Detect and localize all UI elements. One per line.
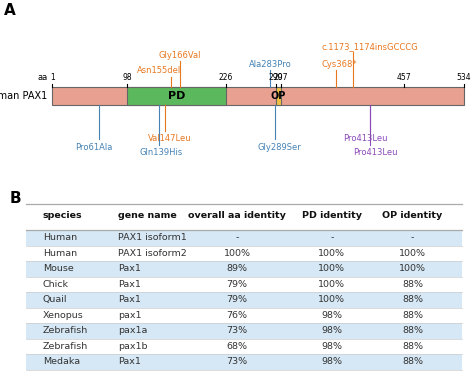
Text: 290: 290 <box>268 73 283 83</box>
Text: 88%: 88% <box>402 295 423 304</box>
Text: Human PAX1: Human PAX1 <box>0 91 47 101</box>
Text: Chick: Chick <box>43 280 69 289</box>
Text: Xenopus: Xenopus <box>43 311 83 320</box>
Text: Pro413Leu: Pro413Leu <box>343 134 388 143</box>
Text: 98%: 98% <box>321 342 342 351</box>
Text: -: - <box>330 233 334 242</box>
Text: Zebrafish: Zebrafish <box>43 342 88 351</box>
Text: Pax1: Pax1 <box>118 280 141 289</box>
Text: Pro61Ala: Pro61Ala <box>75 143 112 152</box>
Text: 100%: 100% <box>399 264 426 273</box>
Text: pax1b: pax1b <box>118 342 148 351</box>
Text: Human: Human <box>43 233 77 242</box>
Text: PAX1 isoform2: PAX1 isoform2 <box>118 249 187 258</box>
Text: Gln139His: Gln139His <box>139 148 182 157</box>
Bar <box>26 307 462 323</box>
Text: PAX1 isoform1: PAX1 isoform1 <box>118 233 187 242</box>
Text: OP identity: OP identity <box>382 211 443 220</box>
Text: Pax1: Pax1 <box>118 264 141 273</box>
Text: 534: 534 <box>456 73 471 83</box>
Text: OP: OP <box>271 91 286 101</box>
Text: 100%: 100% <box>319 264 345 273</box>
Bar <box>26 245 462 261</box>
Text: 98%: 98% <box>321 311 342 320</box>
Text: 76%: 76% <box>227 311 247 320</box>
Text: 73%: 73% <box>227 327 247 335</box>
Bar <box>128 88 226 105</box>
Text: A: A <box>4 3 16 18</box>
Bar <box>26 277 462 292</box>
Text: 98%: 98% <box>321 358 342 367</box>
Bar <box>275 88 281 105</box>
Text: pax1a: pax1a <box>118 327 148 335</box>
Text: Pax1: Pax1 <box>118 358 141 367</box>
Text: aa: aa <box>37 73 47 83</box>
Text: gene name: gene name <box>118 211 177 220</box>
Bar <box>26 354 462 370</box>
Text: Human: Human <box>43 249 77 258</box>
Text: -: - <box>235 233 239 242</box>
Bar <box>53 88 464 105</box>
Text: Ala283Pro: Ala283Pro <box>249 59 292 68</box>
Text: Pro413Leu: Pro413Leu <box>353 148 398 157</box>
Text: 100%: 100% <box>319 280 345 289</box>
Bar <box>26 292 462 307</box>
Text: 1: 1 <box>50 73 55 83</box>
Text: overall aa identity: overall aa identity <box>188 211 286 220</box>
Text: species: species <box>43 211 82 220</box>
Text: B: B <box>9 191 21 206</box>
Text: PD: PD <box>168 91 185 101</box>
Text: Pax1: Pax1 <box>118 295 141 304</box>
Bar <box>26 261 462 277</box>
Bar <box>26 339 462 354</box>
Text: Zebrafish: Zebrafish <box>43 327 88 335</box>
Bar <box>26 323 462 339</box>
Text: -: - <box>410 233 414 242</box>
Text: Gly166Val: Gly166Val <box>159 51 201 60</box>
Text: 79%: 79% <box>227 280 247 289</box>
Text: Quail: Quail <box>43 295 67 304</box>
Text: 88%: 88% <box>402 358 423 367</box>
Bar <box>26 230 462 245</box>
Text: 457: 457 <box>397 73 412 83</box>
Text: 68%: 68% <box>227 342 247 351</box>
Text: Gly289Ser: Gly289Ser <box>258 143 302 152</box>
Text: Medaka: Medaka <box>43 358 80 367</box>
Text: 73%: 73% <box>227 358 247 367</box>
Text: 88%: 88% <box>402 280 423 289</box>
Text: Mouse: Mouse <box>43 264 73 273</box>
Text: 98: 98 <box>123 73 132 83</box>
Text: 79%: 79% <box>227 295 247 304</box>
Text: 100%: 100% <box>319 249 345 258</box>
Text: Val147Leu: Val147Leu <box>148 134 192 143</box>
Text: pax1: pax1 <box>118 311 142 320</box>
Text: 100%: 100% <box>224 249 250 258</box>
Text: 297: 297 <box>273 73 288 83</box>
Text: Asn155del: Asn155del <box>137 67 182 76</box>
Text: 100%: 100% <box>319 295 345 304</box>
Text: 89%: 89% <box>227 264 247 273</box>
Text: 88%: 88% <box>402 311 423 320</box>
Text: Cys368*: Cys368* <box>321 59 357 68</box>
Text: PD identity: PD identity <box>302 211 362 220</box>
Text: c.1173_1174insGCCCG: c.1173_1174insGCCCG <box>321 42 418 51</box>
Text: 88%: 88% <box>402 342 423 351</box>
Text: 226: 226 <box>219 73 233 83</box>
Text: 88%: 88% <box>402 327 423 335</box>
Text: 100%: 100% <box>399 249 426 258</box>
Text: 98%: 98% <box>321 327 342 335</box>
